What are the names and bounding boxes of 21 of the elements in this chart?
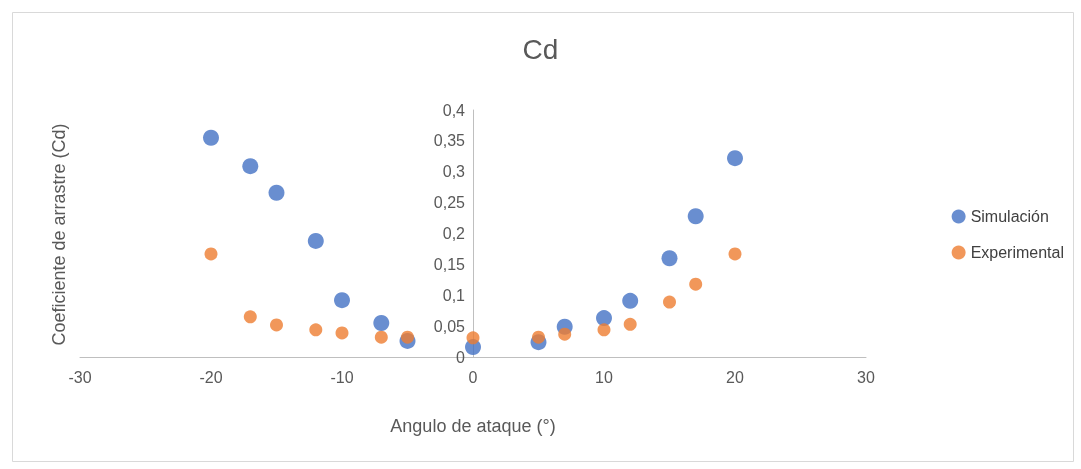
y-tick-label: 0,1 (442, 286, 466, 304)
x-tick-label: 10 (595, 368, 613, 386)
y-tick-label: 0,25 (433, 194, 466, 212)
x-tick-label: 30 (857, 368, 875, 386)
x-tick-label: 0 (468, 368, 478, 386)
y-tick-label: 0,2 (442, 225, 466, 242)
x-tick-label: -20 (199, 368, 223, 386)
legend-label: Experimental (970, 244, 1064, 261)
legend-label: Simulación (970, 208, 1049, 225)
y-tick-label: 0,3 (442, 163, 466, 181)
x-axis-title: Angulo de ataque (°) (390, 416, 556, 436)
y-tick-label: 0,35 (433, 132, 466, 150)
chart-title: Cd (522, 33, 559, 65)
y-tick-label: 0,15 (433, 255, 466, 273)
x-tick-label: 20 (726, 368, 744, 386)
y-axis-title: Coeficiente de arrastre (Cd) (49, 123, 69, 346)
x-tick-label: -10 (330, 368, 354, 386)
y-tick-label: 0,05 (433, 317, 466, 335)
y-tick-label: 0,4 (442, 101, 466, 119)
y-tick-label: 0 (456, 348, 466, 366)
x-tick-label: -30 (68, 368, 92, 386)
